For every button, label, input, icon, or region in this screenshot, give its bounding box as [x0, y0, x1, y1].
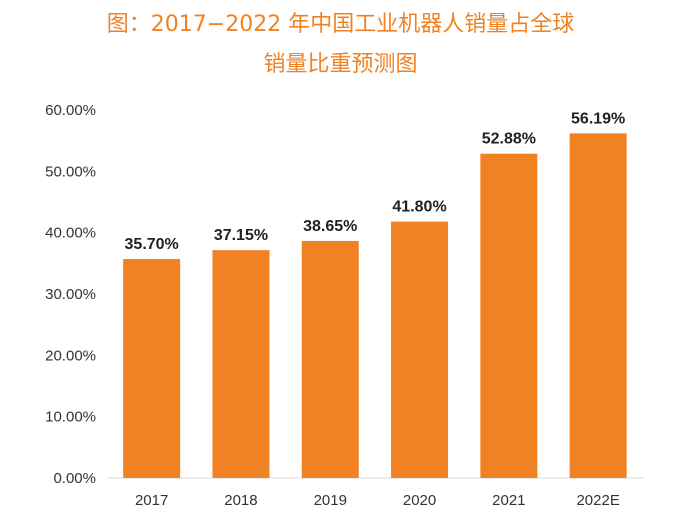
- chart-subtitle: 销量比重预测图: [263, 52, 418, 77]
- data-label: 37.15%: [214, 227, 268, 244]
- x-tick-label: 2021: [492, 492, 525, 509]
- x-tick-label: 2017: [135, 492, 168, 509]
- bar-2022E: [569, 133, 627, 479]
- y-tick-label: 30.00%: [45, 286, 96, 303]
- y-tick-label: 20.00%: [45, 347, 96, 364]
- x-tick-label: 2022E: [576, 492, 619, 509]
- data-label: 38.65%: [303, 218, 357, 235]
- data-label: 56.19%: [571, 110, 625, 127]
- data-label: 52.88%: [482, 131, 536, 148]
- bar-2017: [123, 259, 181, 478]
- bar-2021: [480, 153, 538, 479]
- chart-title: 图：2017−2022 年中国工业机器人销量占全球: [106, 12, 575, 37]
- y-tick-label: 50.00%: [45, 163, 96, 180]
- y-tick-label: 10.00%: [45, 409, 96, 426]
- data-label: 35.70%: [125, 236, 179, 253]
- y-tick-label: 40.00%: [45, 225, 96, 242]
- x-tick-label: 2018: [224, 492, 257, 509]
- x-tick-label: 2020: [403, 492, 436, 509]
- bar-2020: [391, 221, 449, 479]
- x-tick-label: 2019: [314, 492, 347, 509]
- bar-2019: [301, 240, 359, 478]
- y-tick-label: 60.00%: [45, 102, 96, 119]
- data-label: 41.80%: [392, 199, 446, 216]
- bar-2018: [212, 250, 270, 478]
- y-tick-label: 0.00%: [53, 470, 96, 487]
